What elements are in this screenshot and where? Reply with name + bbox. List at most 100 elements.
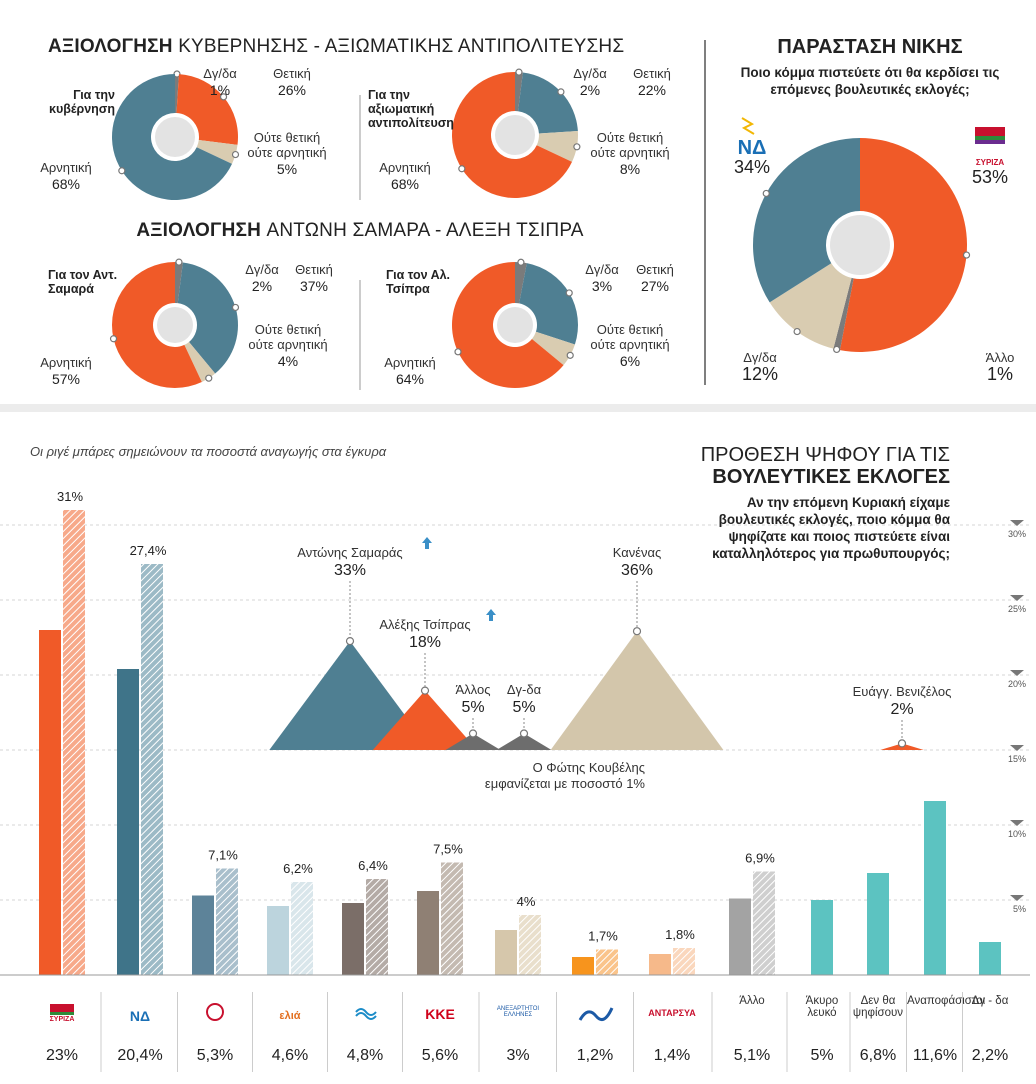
apex-dot	[632, 627, 642, 636]
pie-value: 26%	[277, 82, 307, 98]
pie-label: Δγ/δα 12%	[730, 350, 790, 383]
pie-slice	[111, 262, 202, 389]
pie-label: Δγ/δα 1%	[195, 66, 245, 99]
pie-slice	[515, 262, 527, 304]
bar	[753, 871, 775, 975]
bar	[673, 948, 695, 975]
pie-category: Θετική	[295, 262, 333, 277]
apex-dot	[420, 686, 430, 695]
leader-dot	[565, 289, 573, 297]
pie-label: Δγ/δα 3%	[577, 262, 627, 295]
pie-slice	[175, 262, 183, 304]
leader-dot	[205, 374, 213, 382]
tick-mark	[1010, 520, 1024, 526]
pie-category: Δγ/δα	[585, 262, 619, 277]
pie-value: 1%	[209, 82, 231, 98]
logo-flame	[741, 117, 755, 135]
bar	[291, 882, 313, 975]
leader-dot	[962, 251, 971, 259]
pie-value: 2%	[579, 82, 601, 98]
donut-center	[830, 215, 890, 275]
triangle-value: 36%	[620, 562, 654, 579]
bar-value-label: 5,3%	[197, 1047, 233, 1064]
triangle-value: 5%	[512, 699, 536, 716]
y-tick-label: 20%	[1008, 679, 1026, 689]
pie-value: 34%	[733, 157, 771, 177]
pie-category: Δγ/δα	[245, 262, 279, 277]
bar-value-label: 11,6%	[913, 1047, 957, 1064]
bar-value-label: 1,2%	[577, 1047, 613, 1064]
triangle-label: Άλλος	[455, 682, 491, 697]
pie-value: 57%	[51, 371, 81, 387]
bar-value-label: 2,2%	[972, 1047, 1008, 1064]
bar-value-label: 3%	[506, 1047, 529, 1064]
pie-label: Αρνητική 57%	[26, 355, 106, 388]
chart-title: ΒΟΥΛΕΥΤΙΚΕΣ ΕΚΛΟΓΕΣ	[712, 466, 950, 488]
tick-mark	[1010, 595, 1024, 601]
bar	[495, 930, 517, 975]
heading-rest: ΑΝΤΩΝΗ ΣΑΜΑΡΑ - ΑΛΕΞΗ ΤΣΙΠΡΑ	[266, 220, 584, 241]
heading-rest: ΚΥΒΕΡΝΗΣΗΣ - ΑΞΙΩΜΑΤΙΚΗΣ ΑΝΤΙΠΟΛΙΤΕΥΣΗΣ	[178, 36, 625, 57]
pie-slice	[452, 72, 573, 199]
pie-slice	[112, 74, 233, 200]
x-tick-label: Δγ - δα	[971, 995, 1009, 1007]
heading-bold: ΑΞΙΟΛΟΓΗΣΗ	[48, 36, 173, 57]
tick-mark	[1010, 745, 1024, 751]
leader-dot	[793, 327, 801, 336]
pie-label: Θετική 22%	[622, 66, 682, 99]
logo-icon	[355, 1008, 377, 1020]
y-tick-label: 5%	[1013, 904, 1026, 914]
x-tick-label: Άκυρο λευκό	[805, 995, 839, 1019]
triangle-label: Αλέξης Τσίπρας	[379, 617, 471, 632]
leader-dot	[454, 348, 462, 356]
chart-note: Οι ριγέ μπάρες σημειώνουν τα ποσοστά ανα…	[30, 444, 387, 459]
pie-title: Για την κυβέρνηση	[48, 88, 115, 116]
pie-value: 6%	[619, 353, 641, 369]
pie-slice	[531, 331, 575, 366]
pie-value: 64%	[395, 371, 425, 387]
pie-slice	[518, 72, 578, 134]
donut-center	[495, 115, 535, 155]
separator-band	[0, 404, 1036, 412]
bar-value-label: 1,8%	[665, 927, 695, 942]
pie-value: 68%	[51, 176, 81, 192]
pie-category: Δγ/δα	[573, 66, 607, 81]
bar	[267, 906, 289, 975]
leader-dot	[118, 167, 126, 175]
triangle-value: 2%	[890, 701, 914, 718]
logo-flag	[975, 136, 1005, 140]
pie-label: Αρνητική 64%	[370, 355, 450, 388]
pie-label: Άλλο 1%	[970, 350, 1030, 383]
pie-label: ΝΔ 34%	[717, 138, 787, 176]
pie-category: Ούτε θετική ούτε αρνητική	[590, 130, 670, 160]
logo-flag	[50, 1012, 74, 1015]
x-tick-label: ΝΔ	[129, 1008, 151, 1024]
pie-value: 37%	[299, 278, 329, 294]
pie-value: 5%	[276, 161, 298, 177]
apex-dot	[345, 636, 355, 646]
bar-value-label: 6,4%	[358, 858, 388, 873]
bar-value-label: 4,8%	[347, 1047, 383, 1064]
pie-slice	[452, 262, 564, 389]
bar-value-label: 6,2%	[283, 861, 313, 876]
pie-category: ΣΥΡΙΖΑ	[975, 158, 1005, 167]
pie-title: Για τον Αντ. Σαμαρά	[48, 268, 118, 296]
pie-category: Θετική	[633, 66, 671, 81]
leader-dot	[557, 88, 565, 96]
pie-slice	[177, 262, 239, 374]
bar-value-label: 6,8%	[860, 1047, 896, 1064]
pie-label: Δγ/δα 2%	[565, 66, 615, 99]
bar-value-label: 5%	[810, 1047, 833, 1064]
triangle	[269, 641, 431, 750]
pie-label: Θετική 26%	[262, 66, 322, 99]
tick-mark	[1010, 820, 1024, 826]
pie-category: Αρνητική	[384, 355, 436, 370]
logo-flag	[50, 1004, 74, 1012]
pie-value: 12%	[741, 364, 779, 384]
bar	[519, 915, 541, 975]
pie-category: Θετική	[636, 262, 674, 277]
chart-subtitle: Αν την επόμενη Κυριακή είχαμε βουλευτικέ…	[712, 495, 950, 561]
x-tick-label: ΚΚΕ	[425, 1006, 455, 1022]
bar	[979, 942, 1001, 975]
